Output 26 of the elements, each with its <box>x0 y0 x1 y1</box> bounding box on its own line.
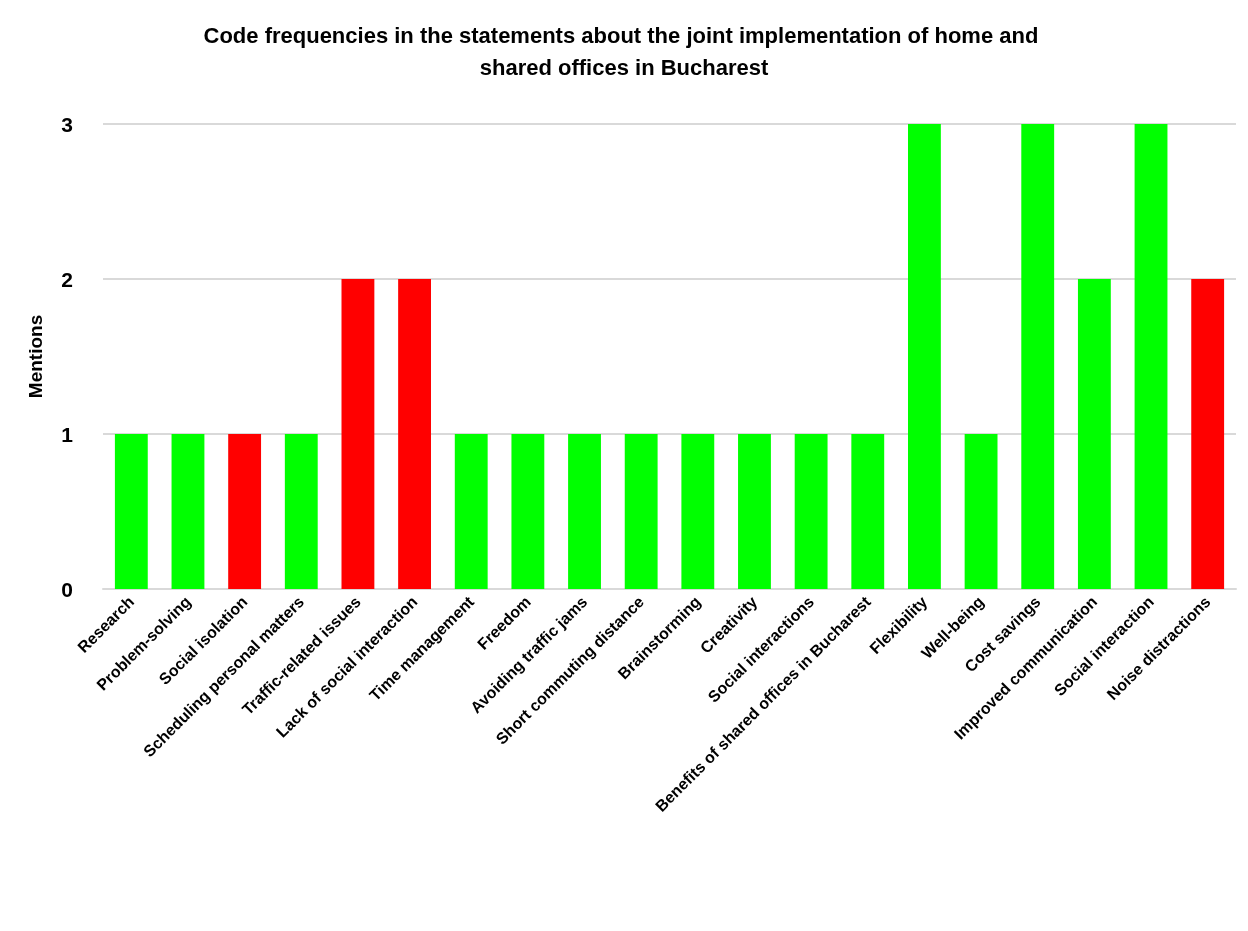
y-axis-title: Mentions <box>25 314 46 399</box>
bar <box>114 434 148 589</box>
bar <box>171 434 205 589</box>
bar <box>511 434 545 589</box>
bar <box>341 279 375 589</box>
bar <box>908 124 941 589</box>
bar <box>1077 279 1111 589</box>
bar <box>681 434 715 589</box>
bar <box>1191 279 1225 589</box>
bar <box>228 434 262 589</box>
y-tick-label: 0 <box>61 577 73 601</box>
bar <box>794 434 828 589</box>
y-tick-label: 2 <box>61 267 73 291</box>
y-tick-label: 1 <box>61 422 74 446</box>
bar <box>284 434 318 589</box>
y-tick-label: 3 <box>61 112 73 136</box>
bar <box>1134 124 1168 589</box>
bar <box>454 434 488 589</box>
bar <box>398 279 431 589</box>
bar <box>624 434 658 589</box>
bar <box>568 434 601 589</box>
bar <box>1021 124 1055 589</box>
bar <box>851 434 885 589</box>
chart-title: Code frequencies in the statements about the joint implementation of home and shared offices in Bucharest <box>203 22 1045 80</box>
bar <box>738 434 771 589</box>
bar <box>964 434 998 589</box>
